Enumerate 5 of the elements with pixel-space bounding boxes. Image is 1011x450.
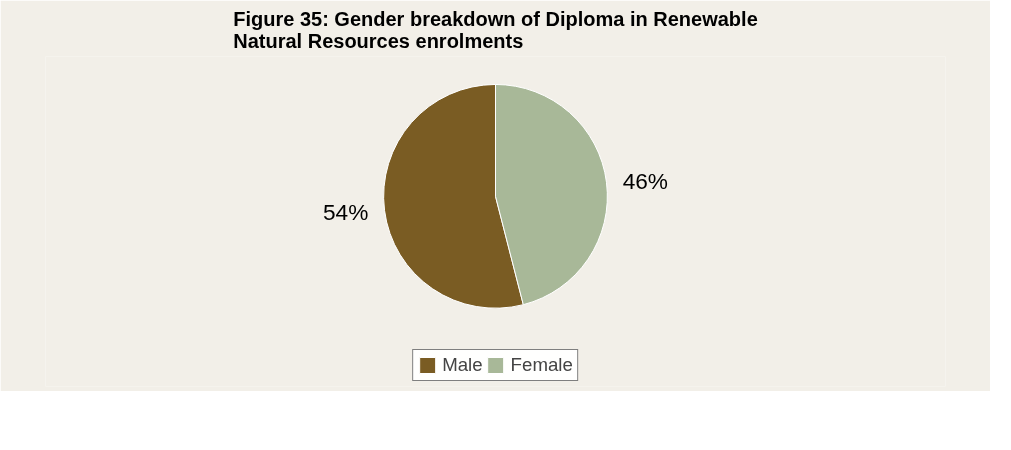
chart-title: Figure 35: Gender breakdown of Diploma in Renewable Natural Resources enrolments — [233, 7, 758, 52]
data-label: 46% — [622, 167, 669, 194]
legend-label: Female — [510, 354, 573, 376]
legend-label: Male — [442, 354, 483, 376]
data-label: 54% — [323, 198, 369, 225]
